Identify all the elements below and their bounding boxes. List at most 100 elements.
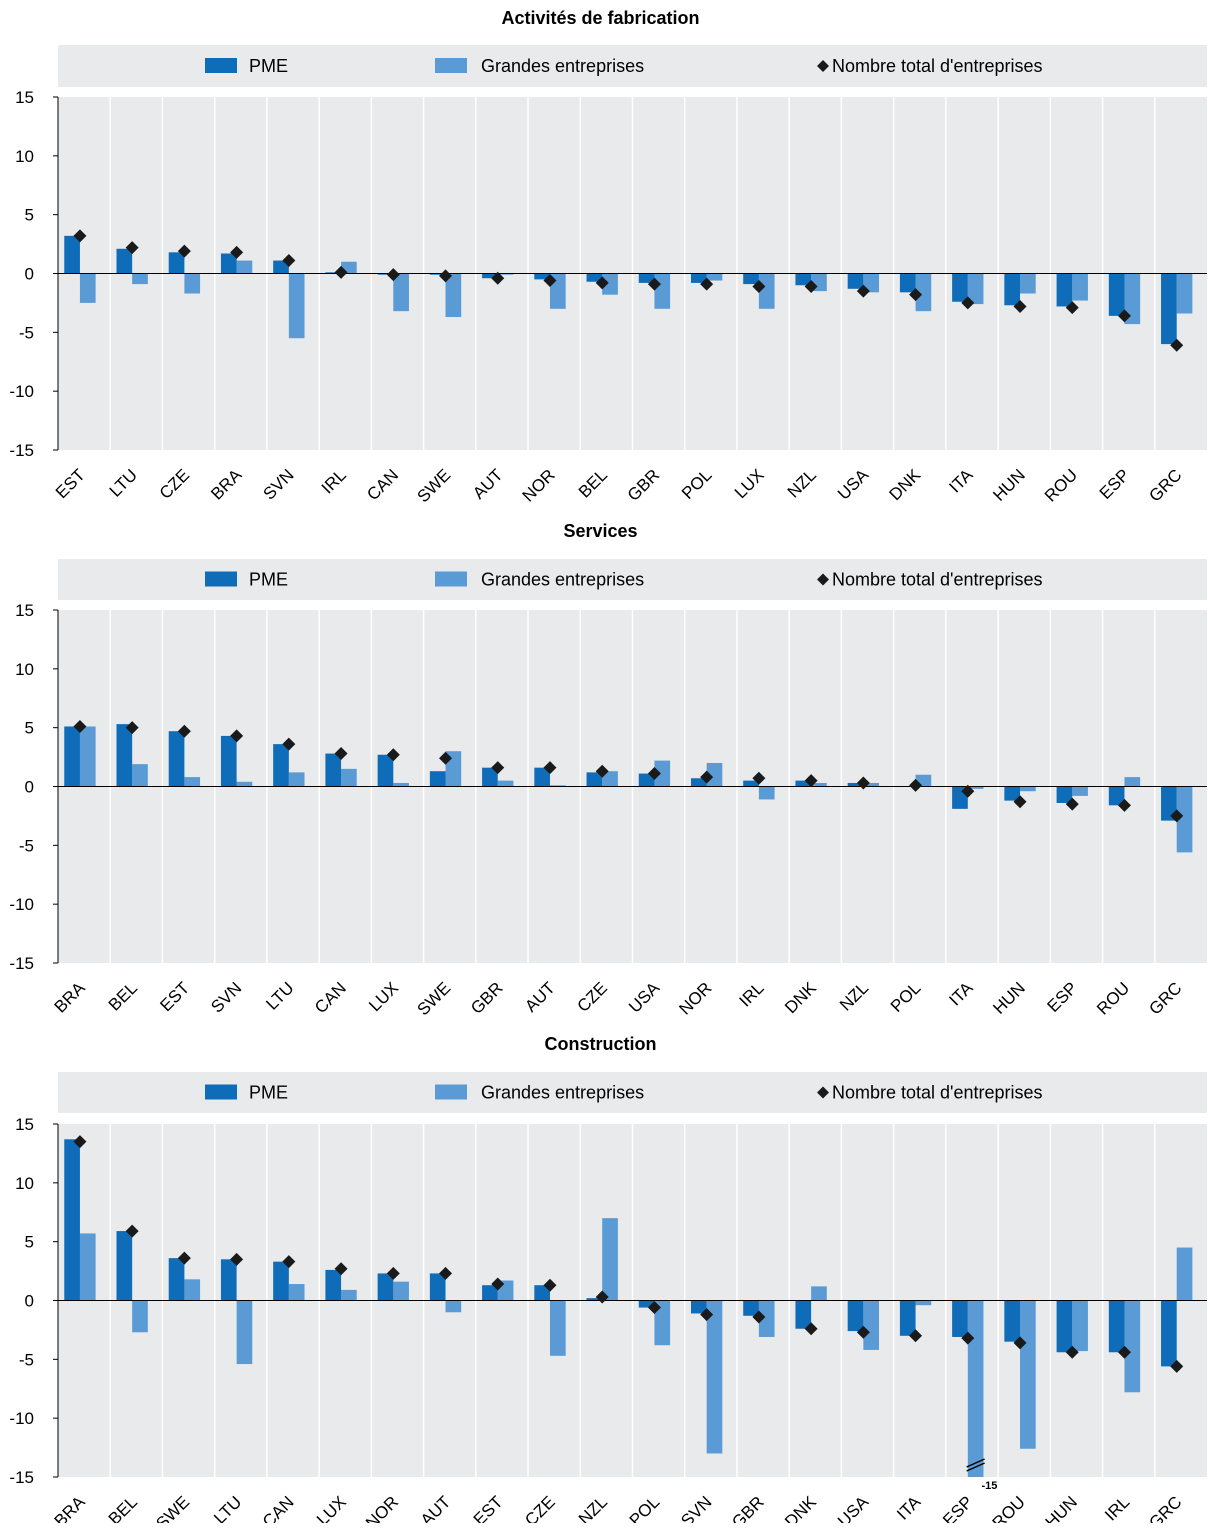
bar-sme-cze — [586, 772, 603, 787]
category-label: ITA — [945, 465, 977, 497]
y-tick-label: -15 — [9, 1468, 34, 1487]
category-label: EST — [470, 1492, 507, 1523]
category-label: LTU — [210, 1492, 245, 1523]
bar-large-pol — [654, 1300, 671, 1346]
y-tick-label: -10 — [9, 382, 34, 401]
bar-large-irl — [1124, 1300, 1141, 1393]
category-label: IRL — [1101, 1492, 1133, 1523]
bar-sme-esp — [1108, 273, 1125, 316]
category-label: LUX — [313, 1492, 350, 1523]
bar-sme-aut — [534, 767, 550, 787]
category-label: CAN — [363, 465, 402, 504]
marker-total-bra — [230, 245, 244, 259]
bar-large-usa — [863, 1300, 880, 1350]
marker-total-gbr — [647, 277, 661, 291]
marker-total-irl — [752, 771, 766, 785]
bar-sme-svn — [690, 1300, 707, 1314]
y-tick-label: 0 — [25, 1292, 34, 1311]
bar-sme-bel — [586, 273, 603, 282]
marker-total-pol — [909, 778, 923, 792]
bar-large-irl — [341, 261, 357, 274]
category-label: EST — [156, 978, 193, 1015]
bar-sme-svn — [273, 260, 289, 274]
marker-total-esp — [961, 1331, 975, 1345]
bar-sme-nor — [690, 778, 707, 787]
legend-swatch-sme — [205, 58, 237, 73]
marker-total-usa — [856, 1325, 870, 1339]
marker-total-bra — [73, 719, 87, 733]
bar-sme-esp — [1056, 786, 1073, 803]
bar-sme-nor — [377, 1273, 394, 1301]
bar-large-bra — [79, 726, 96, 787]
bar-large-ita — [967, 273, 984, 305]
bar-large-nor — [393, 1281, 409, 1301]
legend-label-large: Grandes entreprises — [481, 56, 644, 76]
marker-total-usa — [856, 284, 870, 298]
legend-swatch-large — [435, 58, 467, 73]
marker-total-dnk — [909, 288, 923, 302]
bar-sme-usa — [847, 273, 864, 289]
y-tick-label: 15 — [15, 601, 34, 620]
marker-total-ltu — [282, 737, 296, 751]
category-label: POL — [678, 465, 715, 502]
bar-large-rou — [1072, 273, 1088, 301]
bar-large-est — [79, 273, 96, 303]
bar-sme-swe — [429, 771, 446, 787]
bar-large-gbr — [654, 273, 671, 309]
legend-swatch-large — [435, 571, 467, 587]
bar-sme-gbr — [638, 273, 655, 283]
bar-large-nor — [706, 762, 723, 787]
marker-total-pol — [700, 277, 714, 291]
category-label: CZE — [574, 978, 611, 1015]
category-label: NOR — [675, 978, 715, 1018]
marker-total-irl — [1117, 1345, 1131, 1359]
legend-label-total: Nombre total d'entreprises — [832, 1083, 1043, 1103]
legend-background — [58, 559, 1207, 600]
bar-sme-swe — [168, 1258, 185, 1301]
legend-label-large: Grandes entreprises — [481, 570, 644, 590]
bar-sme-gbr — [743, 1300, 759, 1316]
marker-total-ita — [961, 784, 975, 798]
category-label: ROU — [989, 1492, 1029, 1523]
bar-large-can — [393, 273, 409, 312]
marker-total-ltu — [125, 241, 139, 255]
marker-total-aut — [439, 1266, 453, 1280]
marker-total-esp — [1117, 309, 1131, 323]
marker-total-bel — [595, 276, 609, 290]
bar-large-irl — [758, 786, 775, 800]
bar-sme-grc — [1161, 273, 1177, 345]
category-label: USA — [834, 1492, 873, 1523]
marker-total-cze — [543, 1278, 557, 1292]
bar-sme-ltu — [273, 744, 289, 787]
bar-large-ita — [967, 786, 984, 789]
marker-total-est — [177, 724, 191, 738]
truncation-mark — [966, 1462, 985, 1472]
bar-sme-grc — [1161, 786, 1177, 821]
y-tick-label: 5 — [25, 206, 34, 225]
y-tick-label: -10 — [9, 1409, 34, 1428]
bar-large-lux — [393, 782, 409, 787]
category-label: SVN — [677, 1492, 715, 1523]
category-label: DNK — [781, 1492, 820, 1523]
marker-total-can — [334, 747, 348, 761]
bar-large-hun — [1020, 786, 1036, 792]
bar-sme-est — [482, 1285, 498, 1301]
marker-total-grc — [1170, 1359, 1184, 1373]
y-tick-label: -10 — [9, 895, 34, 914]
y-tick-label: -5 — [19, 323, 34, 342]
category-label: AUT — [417, 1492, 454, 1523]
bar-sme-irl — [743, 780, 759, 787]
bar-large-ltu — [132, 273, 148, 285]
marker-total-dnk — [804, 774, 818, 788]
bar-large-cze — [602, 771, 618, 787]
marker-total-lux — [386, 748, 400, 762]
bar-large-aut — [497, 273, 514, 275]
bar-sme-irl — [325, 272, 342, 274]
legend-label-sme: PME — [249, 56, 288, 76]
legend-swatch-large — [435, 1084, 467, 1100]
bar-sme-pol — [638, 1300, 655, 1308]
bar-large-esp — [967, 1300, 984, 1477]
bar-large-hun — [1020, 273, 1036, 294]
bar-large-svn — [236, 781, 253, 787]
bar-large-swe — [445, 273, 462, 318]
